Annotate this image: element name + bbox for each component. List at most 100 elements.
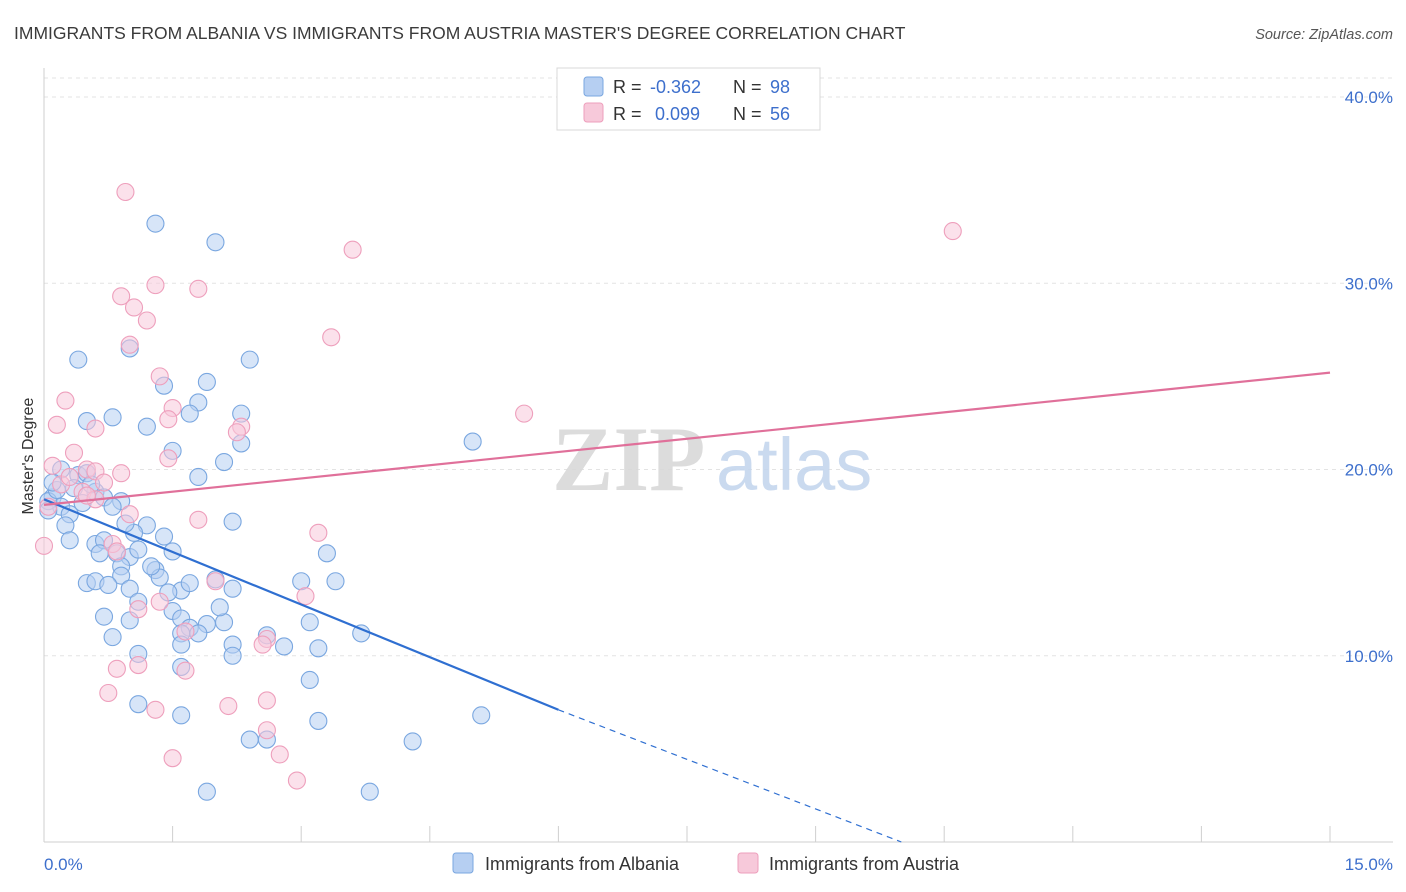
legend-r-label-austria: R = — [613, 104, 642, 124]
austria-point-2 — [343, 240, 362, 259]
austria-point-21 — [43, 456, 62, 475]
y-axis-label: Master's Degree — [20, 397, 37, 514]
albania-point-30 — [60, 531, 79, 550]
austria-point-36 — [296, 587, 315, 606]
albania-point-58 — [94, 607, 114, 626]
albania-point-62 — [214, 613, 234, 632]
austria-point-34 — [34, 536, 54, 555]
albania-point-12 — [137, 417, 156, 436]
albania-point-52 — [223, 579, 242, 598]
albania-point-85 — [360, 782, 379, 801]
austria-point-13 — [515, 404, 534, 423]
albania-point-74 — [223, 646, 242, 665]
albania-point-84 — [197, 782, 216, 801]
austria-point-3 — [146, 276, 165, 295]
albania-point-93 — [210, 598, 229, 617]
austria-point-14 — [159, 410, 178, 429]
bottom-legend: Immigrants from Albania Immigrants from … — [452, 852, 960, 874]
austria-point-51 — [270, 745, 289, 764]
albania-point-77 — [129, 695, 148, 714]
y-tick-label-20: 20.0% — [1345, 461, 1393, 480]
austria-point-16 — [86, 419, 105, 438]
albania-point-35 — [223, 512, 242, 531]
austria-point-46 — [257, 691, 276, 710]
albania-point-29 — [56, 516, 75, 535]
legend-n-value-austria: 56 — [770, 104, 790, 124]
austria-point-5 — [112, 287, 131, 306]
albania-point-48 — [120, 579, 139, 598]
y-tick-label-30: 30.0% — [1345, 274, 1393, 293]
albania-point-73 — [309, 639, 328, 658]
legend-n-label-austria: N = — [733, 104, 762, 124]
bottom-legend-label-albania: Immigrants from Albania — [485, 854, 680, 874]
austria-point-41 — [253, 635, 272, 654]
austria-point-55 — [189, 510, 208, 529]
albania-point-16 — [214, 452, 234, 472]
albania-point-39 — [129, 540, 148, 559]
chart-source: Source: ZipAtlas.com — [1255, 27, 1393, 43]
austria-point-33 — [107, 542, 126, 561]
axes — [43, 68, 1393, 843]
austria-point-43 — [129, 656, 148, 675]
albania-point-80 — [472, 706, 491, 725]
austria-point-11 — [56, 391, 75, 410]
watermark-zip: ZIP — [552, 408, 705, 510]
x-tick-label-max: 15.0% — [1345, 855, 1393, 874]
y-tick-label-10: 10.0% — [1345, 647, 1393, 666]
albania-point-8 — [180, 404, 199, 423]
y-tick-labels: 10.0% 20.0% 30.0% 40.0% — [1345, 88, 1393, 666]
austria-point-26 — [94, 473, 114, 492]
legend-r-value-albania: -0.362 — [650, 77, 701, 97]
austria-point-39 — [176, 622, 195, 641]
austria-point-48 — [146, 700, 165, 719]
austria-point-20 — [159, 449, 178, 468]
legend-r-value-austria: 0.099 — [655, 104, 700, 124]
albania-point-68 — [103, 628, 122, 647]
albania-point-79 — [309, 711, 328, 730]
albania-point-34 — [154, 527, 174, 546]
austria-point-31 — [309, 523, 328, 542]
austria-point-15 — [47, 415, 66, 434]
albania-point-72 — [275, 637, 294, 656]
bottom-legend-label-austria: Immigrants from Austria — [769, 854, 960, 874]
albania-point-27 — [103, 497, 122, 516]
austria-point-45 — [99, 683, 118, 703]
albania-point-2 — [69, 350, 88, 369]
albania-point-81 — [240, 730, 259, 749]
bottom-legend-swatch-austria — [737, 852, 759, 874]
watermark-atlas: atlas — [716, 423, 872, 506]
albania-point-47 — [112, 566, 131, 585]
albania-point-1 — [206, 233, 225, 252]
trend-line-albania — [43, 498, 559, 711]
austria-point-49 — [257, 721, 276, 740]
austria-point-8 — [322, 328, 341, 347]
austria-point-9 — [120, 335, 139, 354]
legend-n-value-albania: 98 — [770, 77, 790, 97]
austria-point-53 — [60, 467, 79, 487]
albania-point-76 — [300, 670, 319, 690]
albania-point-63 — [300, 613, 319, 632]
albania-point-92 — [99, 575, 118, 595]
austria-point-1 — [943, 222, 962, 241]
legend-r-label-albania: R = — [613, 77, 642, 97]
albania-point-53 — [292, 572, 311, 591]
austria-point-10 — [150, 367, 169, 386]
albania-point-54 — [326, 572, 345, 591]
trend-line-albania-extension — [558, 709, 902, 843]
austria-point-19 — [64, 443, 84, 462]
austria-point-37 — [150, 592, 169, 611]
albania-point-83 — [403, 732, 422, 751]
austria-point-0 — [116, 182, 135, 202]
x-tick-label-min: 0.0% — [44, 855, 83, 874]
y-tick-label-40: 40.0% — [1345, 88, 1393, 107]
bottom-legend-swatch-albania — [452, 852, 474, 874]
trend-lines — [43, 371, 1331, 843]
albania-point-11 — [103, 408, 122, 427]
austria-point-52 — [287, 771, 306, 790]
austria-point-18 — [227, 423, 246, 442]
austria-point-50 — [163, 749, 182, 768]
albania-point-90 — [142, 557, 161, 576]
albania-point-6 — [197, 372, 216, 392]
austria-point-47 — [219, 696, 238, 716]
